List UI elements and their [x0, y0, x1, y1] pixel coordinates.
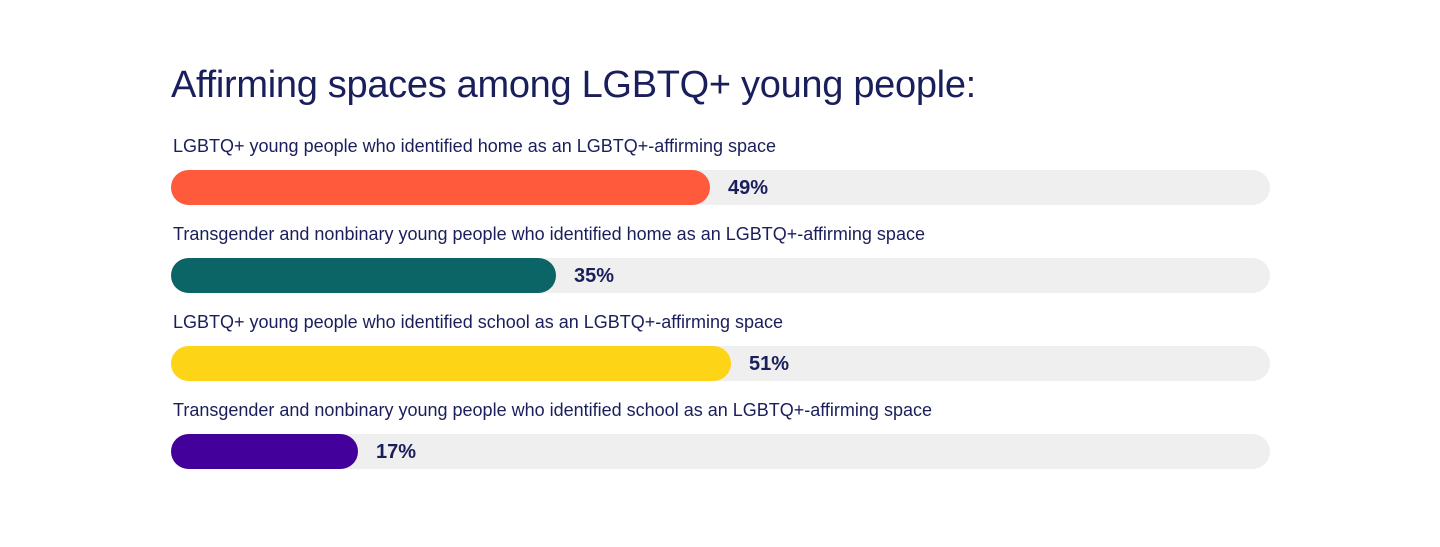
chart-title: Affirming spaces among LGBTQ+ young peop… — [171, 64, 976, 106]
bar-label: Transgender and nonbinary young people w… — [173, 224, 925, 244]
value-label: 17% — [376, 441, 417, 463]
value-label: 35% — [574, 265, 615, 287]
bar-fill — [171, 170, 710, 205]
bar-label: LGBTQ+ young people who identified schoo… — [173, 312, 784, 332]
bar-fill — [171, 258, 556, 293]
bar-track: 35% — [171, 258, 1270, 293]
bar-fill — [171, 346, 731, 381]
value-label: 49% — [728, 177, 769, 199]
bar-label: Transgender and nonbinary young people w… — [173, 400, 932, 420]
bar-label: LGBTQ+ young people who identified home … — [173, 136, 777, 156]
value-label: 51% — [749, 353, 790, 375]
bar-track: 49% — [171, 170, 1270, 205]
bar-track: 17% — [171, 434, 1270, 469]
bar-fill — [171, 434, 358, 469]
bar-track: 51% — [171, 346, 1270, 381]
